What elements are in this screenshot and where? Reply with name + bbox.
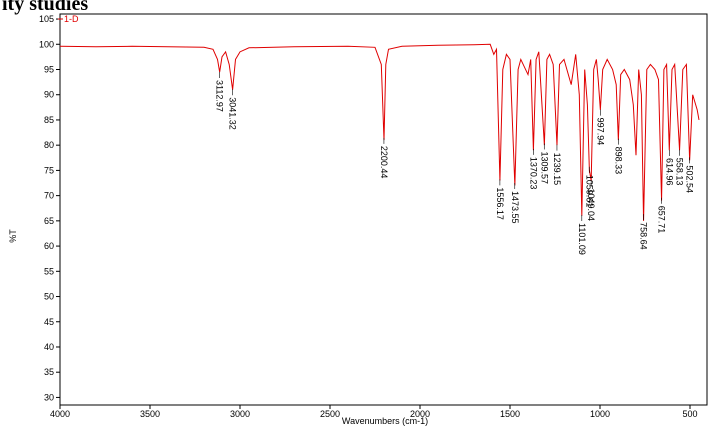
x-tick-label: 2500 [320, 409, 340, 419]
y-tick-label: 100 [39, 39, 54, 49]
chart-title: ity studies [2, 0, 88, 15]
y-tick-label: 80 [44, 140, 54, 150]
y-tick-label: 70 [44, 191, 54, 201]
y-tick-label: 90 [44, 90, 54, 100]
x-tick-label: 2000 [410, 409, 430, 419]
x-tick-label: 1000 [590, 409, 610, 419]
x-tick-label: 3000 [230, 409, 250, 419]
peak-label: 758.64 [638, 222, 648, 250]
y-tick-label: 40 [44, 342, 54, 352]
peak-label: 1239.15 [552, 153, 562, 186]
peak-label: 898.33 [613, 147, 623, 175]
y-tick-label: 45 [44, 317, 54, 327]
peak-label: 3112.97 [215, 80, 225, 112]
peak-label: 1049.04 [586, 188, 596, 221]
y-tick-label: 50 [44, 292, 54, 302]
peak-label: 3041.32 [228, 97, 238, 130]
y-tick-label: 65 [44, 216, 54, 226]
y-tick-label: 75 [44, 165, 54, 175]
y-tick-label: 105 [39, 14, 54, 24]
peak-label: 2200.44 [379, 146, 389, 179]
y-axis-label: %T [8, 229, 18, 243]
peak-label: 657.71 [657, 206, 667, 234]
peak-label: 1556.17 [495, 187, 505, 220]
x-tick-label: 3500 [140, 409, 160, 419]
y-tick-label: 30 [44, 392, 54, 402]
peak-label: 997.94 [595, 118, 605, 146]
y-tick-label: 35 [44, 367, 54, 377]
peak-label: 1309.57 [539, 151, 549, 184]
y-tick-label: 85 [44, 115, 54, 125]
y-tick-label: 95 [44, 64, 54, 74]
peak-label: 502.54 [685, 165, 695, 193]
legend-label: 1-D [64, 14, 79, 24]
peak-label: 614.96 [664, 158, 674, 186]
x-tick-label: 4000 [50, 409, 70, 419]
peak-label: 1370.23 [528, 157, 538, 190]
peak-label: 1059.61 [584, 175, 594, 208]
y-tick-label: 60 [44, 241, 54, 251]
x-tick-label: 500 [682, 409, 697, 419]
y-tick-label: 55 [44, 266, 54, 276]
peak-label: 1473.55 [510, 191, 520, 224]
peak-label: 558.13 [675, 158, 685, 186]
plot-frame [59, 13, 708, 406]
peak-label: 1101.09 [577, 223, 587, 255]
x-tick-label: 1500 [500, 409, 520, 419]
x-axis-label: Wavenumbers (cm-1) [342, 416, 428, 426]
